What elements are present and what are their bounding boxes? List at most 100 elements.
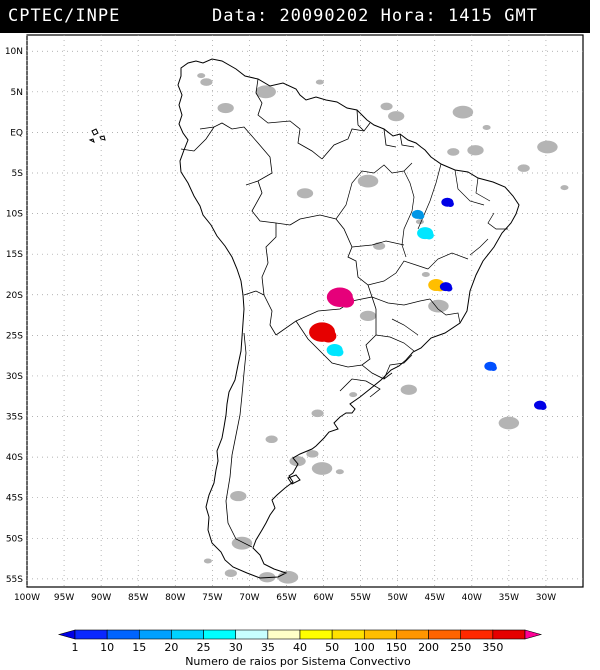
lon-tick-label: 55W (350, 593, 370, 603)
cloud-patch (517, 164, 530, 172)
cloud-patch (265, 435, 278, 444)
lat-tick-label: 30S (6, 372, 23, 382)
lon-tick-label: 75W (202, 593, 222, 603)
colorbar-arrow-left (57, 629, 76, 640)
lon-tick-label: 60W (313, 593, 333, 603)
cloud-patch (203, 558, 212, 564)
lat-tick-label: EQ (10, 128, 23, 138)
cloud-patch (315, 79, 324, 85)
convective-system-cell (333, 348, 344, 357)
convective-system (417, 227, 434, 240)
state-border (469, 212, 508, 256)
cloud-patch (498, 416, 520, 430)
cloud-patch (560, 185, 569, 191)
cloud-patch (197, 73, 206, 79)
border-colombia-ecuador-peru (199, 122, 273, 186)
time-value: 1415 (448, 6, 493, 26)
colorbar-swatch (235, 629, 269, 640)
state-border (367, 260, 429, 286)
lon-tick-label: 35W (499, 593, 519, 603)
lon-tick-label: 85W (128, 593, 148, 603)
colorbar-label: 15 (132, 641, 146, 654)
map-frame (26, 34, 584, 588)
lat-tick-label: 35S (6, 413, 23, 423)
colorbar-swatch (203, 629, 237, 640)
state-border (454, 169, 491, 206)
cloud-patch (224, 569, 237, 577)
cloud-patch (311, 409, 324, 418)
galapagos-islands (88, 128, 106, 143)
cloud-patch (447, 148, 460, 156)
cloud-patch (349, 392, 358, 398)
lightning-systems-layer (309, 197, 547, 410)
cloud-patch (467, 145, 484, 156)
colorbar-label: 1 (72, 641, 79, 654)
convective-system-cell (320, 329, 337, 343)
lat-tick-label: 25S (6, 331, 23, 341)
colorbar-label: 20 (164, 641, 178, 654)
coordinate-grid (26, 35, 583, 587)
colorbar: 1 10 15 20 25 30 35 40 50 100 150 200 250 350 Numero … (57, 629, 543, 668)
colorbar-swatch (267, 629, 301, 640)
cloud-patch (277, 570, 299, 584)
lat-tick-label: 5S (12, 169, 24, 179)
brazil-state-borders (335, 162, 508, 380)
lon-tick-label: 30W (536, 593, 556, 603)
map-header: CPTEC/INPE Data: 20090202 Hora: 1415 GMT (0, 0, 590, 33)
border-peru-bolivia (261, 223, 277, 296)
latitude-labels: 10N 5N EQ 5S 10S 15S 20S 25S 30S 35S 40S 45S 50S 55S (5, 47, 23, 585)
colorbar-swatch (106, 629, 140, 640)
cloud-patch (231, 536, 253, 550)
cloud-patch (537, 140, 558, 154)
datetime-label: Data: 20090202 Hora: 1415 GMT (212, 0, 538, 33)
convective-system (326, 343, 344, 357)
convective-system-cell (338, 294, 355, 308)
colorbar-swatch (138, 629, 172, 640)
state-border (417, 163, 469, 270)
convective-system-cell (417, 213, 425, 220)
hora-label: Hora: (380, 6, 437, 26)
lon-tick-label: 70W (239, 593, 259, 603)
border-guyanas (356, 109, 415, 148)
lon-tick-label: 100W (14, 593, 40, 603)
cloud-patch (306, 450, 319, 458)
state-border (375, 334, 415, 380)
date-value: 20090202 (279, 6, 370, 26)
convective-system (411, 209, 425, 220)
colorbar-label: 100 (354, 641, 375, 654)
colorbar-swatch (74, 629, 108, 640)
cloud-patch (217, 102, 234, 114)
cloud-patch (421, 271, 430, 277)
colorbar-title: Numero de raios por Sistema Convectivo (185, 655, 411, 668)
convective-system (534, 400, 547, 410)
border-venezuela-brazil (321, 122, 371, 160)
longitude-labels: 100W 95W 90W 85W 80W 75W 70W 65W 60W 55W 50W 45W 40W… (14, 593, 556, 603)
cloud-patch (482, 125, 491, 131)
border-peru-brazil (251, 180, 291, 226)
colorbar-label: 35 (261, 641, 275, 654)
colorbar-swatch (492, 629, 526, 640)
source-label: CPTEC/INPE (8, 6, 121, 26)
convective-system (326, 287, 355, 308)
lon-tick-label: 45W (425, 593, 445, 603)
cloud-patch (230, 490, 247, 502)
lon-tick-label: 95W (54, 593, 74, 603)
colorbar-swatch (363, 629, 397, 640)
border-chile-bolivia-argentina (243, 290, 277, 336)
colorbar-swatch (460, 629, 494, 640)
cloud-patch (357, 174, 379, 188)
lat-tick-label: 50S (6, 534, 23, 544)
colorbar-arrow-right (524, 629, 543, 640)
cloud-patch (415, 219, 424, 225)
cloud-patch (255, 85, 276, 99)
convective-system-cell (445, 285, 453, 292)
lightning-map: 10N5NEQ5S10S15S20S25S30S35S40S45S50S55S … (5, 34, 584, 603)
cloud-patch (428, 299, 449, 313)
colorbar-swatches (57, 629, 543, 640)
colorbar-swatch (171, 629, 204, 640)
colorbar-swatch (396, 629, 429, 640)
lon-tick-label: 80W (165, 593, 185, 603)
convective-system-cell (539, 403, 547, 410)
border-colombia-venezuela (255, 78, 323, 160)
data-label: Data: (212, 6, 269, 26)
